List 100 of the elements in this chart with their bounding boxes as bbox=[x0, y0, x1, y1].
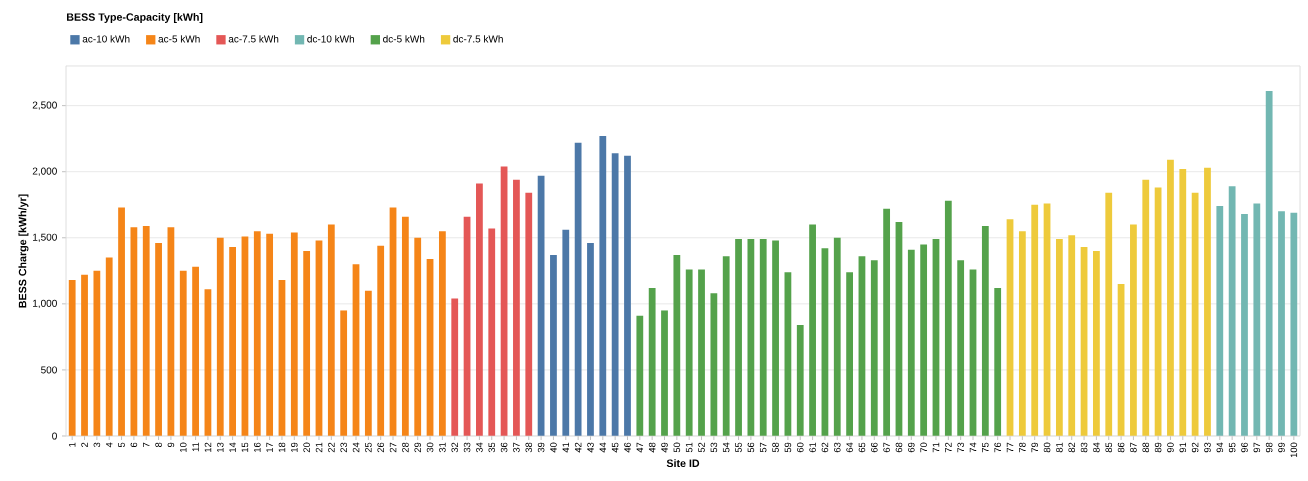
bar bbox=[216, 237, 224, 436]
x-tick-label: 95 bbox=[1228, 442, 1236, 453]
bar bbox=[1278, 211, 1285, 436]
x-tick-label: 36 bbox=[500, 442, 508, 453]
bar bbox=[451, 298, 459, 436]
bar bbox=[377, 245, 385, 436]
x-tick-label: 69 bbox=[908, 442, 915, 453]
bar bbox=[1290, 212, 1298, 436]
x-tick-label: 99 bbox=[1278, 442, 1285, 453]
x-tick-label: 62 bbox=[821, 442, 829, 453]
bar bbox=[488, 228, 496, 436]
bar bbox=[624, 155, 631, 436]
bar bbox=[68, 280, 76, 436]
x-tick-label: 55 bbox=[735, 442, 742, 453]
x-tick-label: 93 bbox=[1204, 442, 1211, 453]
x-tick-label: 47 bbox=[636, 442, 644, 453]
bar bbox=[1253, 203, 1261, 436]
x-tick-label: 59 bbox=[784, 442, 792, 453]
bar bbox=[587, 243, 594, 436]
x-tick-label: 91 bbox=[1179, 442, 1187, 453]
bar bbox=[833, 237, 841, 436]
x-tick-label: 85 bbox=[1105, 442, 1113, 453]
legend-title: BESS Type-Capacity [kWh] bbox=[67, 13, 203, 23]
x-tick-label: 60 bbox=[796, 442, 804, 453]
bar bbox=[118, 207, 125, 436]
x-tick-label: 90 bbox=[1167, 442, 1174, 453]
bar bbox=[1093, 250, 1100, 436]
bar bbox=[698, 269, 705, 436]
bar bbox=[192, 266, 199, 436]
x-tick-label: 72 bbox=[945, 442, 952, 453]
x-tick-label: 28 bbox=[402, 442, 409, 453]
x-tick-label: 21 bbox=[315, 442, 323, 453]
x-tick-label: 27 bbox=[389, 442, 397, 453]
x-tick-label: 79 bbox=[1031, 442, 1038, 453]
bar bbox=[81, 274, 88, 436]
x-tick-label: 14 bbox=[229, 442, 236, 452]
bar bbox=[1241, 213, 1248, 436]
bar bbox=[648, 287, 656, 436]
x-tick-label: 58 bbox=[772, 442, 779, 453]
x-tick-label: 10 bbox=[179, 442, 187, 452]
legend-label: ac-5 kWh bbox=[158, 35, 200, 43]
bar bbox=[266, 233, 274, 436]
x-tick-label: 88 bbox=[1142, 442, 1150, 453]
x-tick-label: 16 bbox=[254, 442, 261, 452]
bar bbox=[944, 200, 952, 436]
x-tick-label: 15 bbox=[241, 442, 249, 452]
bar bbox=[611, 153, 619, 436]
x-tick-label: 77 bbox=[1006, 442, 1014, 453]
x-tick-label: 73 bbox=[957, 442, 964, 453]
x-tick-label: 1 bbox=[68, 442, 76, 447]
bar bbox=[1055, 239, 1063, 436]
x-tick-label: 5 bbox=[118, 442, 125, 448]
bar bbox=[846, 272, 853, 436]
x-tick-label: 23 bbox=[340, 442, 347, 453]
x-tick-label: 65 bbox=[858, 442, 866, 453]
x-tick-label: 64 bbox=[846, 442, 853, 453]
bar bbox=[105, 257, 113, 436]
x-tick-label: 96 bbox=[1241, 442, 1248, 453]
bar bbox=[883, 208, 891, 436]
y-axis-title: BESS Charge [kWh/yr] bbox=[18, 194, 29, 308]
x-tick-label: 29 bbox=[414, 442, 421, 453]
x-tick-label: 63 bbox=[833, 442, 841, 453]
x-tick-label: 40 bbox=[550, 442, 557, 453]
x-tick-label: 42 bbox=[574, 442, 582, 453]
bar bbox=[759, 239, 767, 436]
bar bbox=[525, 192, 533, 436]
bar bbox=[735, 239, 742, 436]
bar bbox=[636, 315, 644, 436]
bar bbox=[920, 244, 928, 436]
x-tick-label: 78 bbox=[1019, 442, 1026, 453]
bar bbox=[722, 256, 730, 436]
bar bbox=[290, 232, 298, 436]
x-tick-label: 34 bbox=[476, 442, 483, 453]
x-tick-label: 81 bbox=[1056, 442, 1063, 453]
y-tick-label: 1,500 bbox=[33, 233, 57, 242]
bar bbox=[562, 229, 570, 436]
x-tick-label: 80 bbox=[1043, 442, 1051, 453]
x-tick-label: 45 bbox=[611, 442, 619, 453]
x-tick-label: 8 bbox=[155, 442, 162, 448]
bar bbox=[364, 290, 372, 436]
x-tick-label: 61 bbox=[809, 442, 816, 453]
x-tick-label: 43 bbox=[587, 442, 594, 453]
bar bbox=[253, 231, 261, 436]
x-tick-label: 44 bbox=[599, 442, 607, 453]
bar bbox=[1167, 159, 1174, 436]
bar bbox=[1130, 224, 1137, 436]
x-tick-label: 12 bbox=[204, 442, 212, 452]
bar bbox=[476, 183, 483, 436]
y-tick-label: 2,500 bbox=[32, 101, 57, 110]
x-tick-label: 32 bbox=[451, 442, 459, 453]
x-tick-label: 49 bbox=[661, 442, 668, 453]
x-tick-label: 22 bbox=[328, 442, 335, 453]
x-tick-label: 24 bbox=[352, 442, 360, 453]
x-tick-label: 74 bbox=[969, 442, 977, 453]
legend-label: ac-10 kWh bbox=[82, 35, 130, 43]
bar bbox=[327, 224, 335, 436]
legend-label: dc-7.5 kWh bbox=[453, 35, 503, 43]
bar bbox=[673, 254, 681, 436]
bar bbox=[1068, 235, 1076, 436]
y-tick-label: 0 bbox=[52, 432, 57, 440]
